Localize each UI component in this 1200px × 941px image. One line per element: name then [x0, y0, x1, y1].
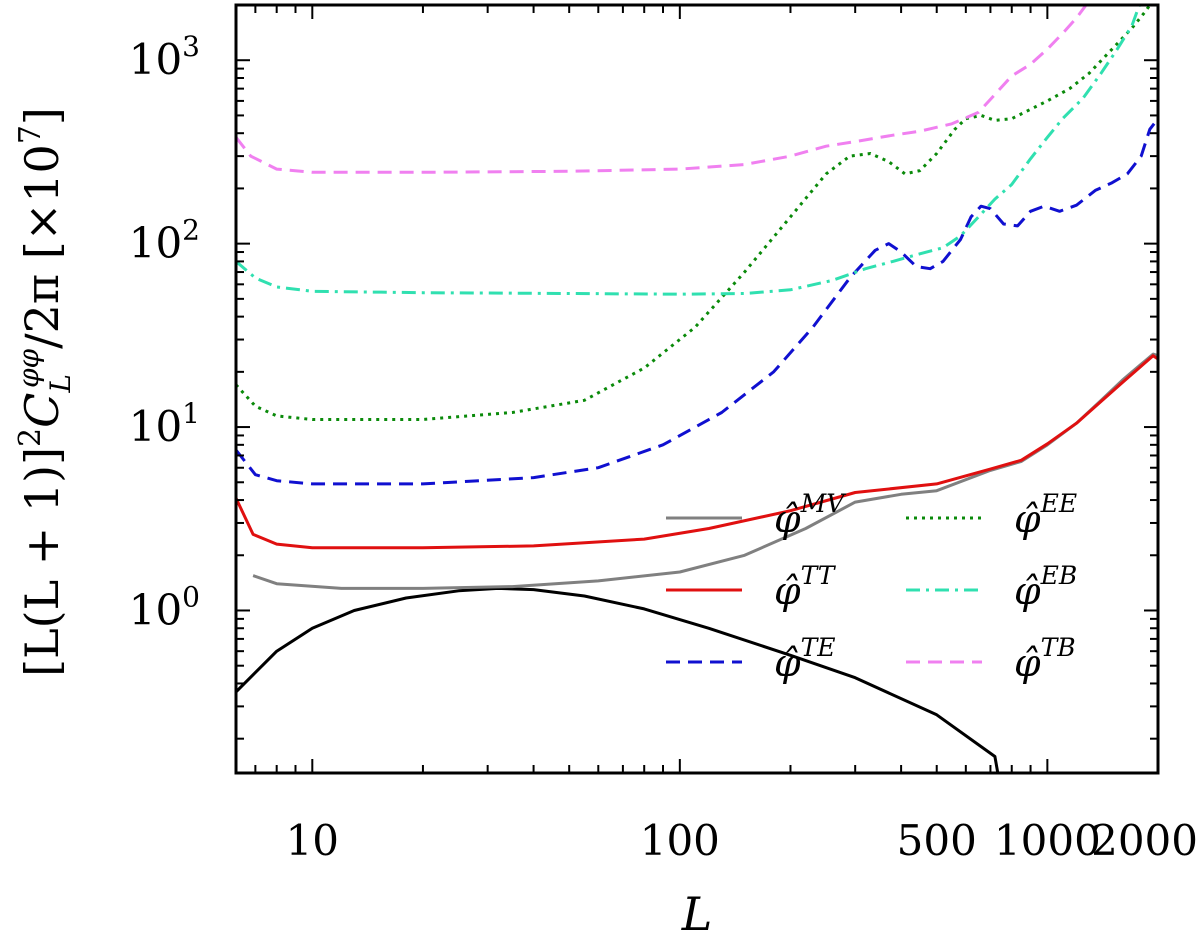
y-title-tail: /2π [×10: [15, 144, 69, 349]
series-line-phi-TB: [236, 5, 1087, 174]
x-tick-label: 100: [640, 816, 720, 865]
legend-label: φ̂EB: [1014, 561, 1077, 613]
y-title-c-sub: L: [44, 374, 77, 394]
x-tick-label: 500: [897, 816, 977, 865]
y-tick-label: 103: [129, 30, 200, 84]
y-title-c: C: [15, 393, 69, 428]
x-tick-label: 10: [286, 816, 339, 865]
legend-label: φ̂TT: [774, 561, 837, 613]
y-tick-label: 101: [129, 397, 200, 451]
y-title-exp: 7: [13, 125, 48, 144]
series-line-phi-TT: [236, 354, 1158, 550]
y-tick-label: 102: [129, 214, 200, 268]
x-tick-label: 2000: [1091, 816, 1198, 865]
series-line-phi-MV: [252, 352, 1158, 590]
x-tick-label: 1000: [994, 816, 1101, 865]
legend-item-phi-TT: φ̂TT: [666, 561, 837, 613]
legend-label: φ̂MV: [774, 489, 847, 541]
legend-item-phi-EB: φ̂EB: [906, 561, 1077, 613]
y-axis-title: [L(L + 1)]2CLφφ/2π [×107]: [12, 107, 77, 677]
y-title-sq: 2: [13, 428, 48, 447]
plot-series-layer: [236, 5, 1158, 773]
legend: φ̂MV φ̂TT φ̂TE φ̂EE φ̂EB φ̂TB: [666, 489, 1077, 685]
y-title-close: ]: [15, 107, 69, 125]
series-line-phi-EB: [236, 5, 1141, 296]
x-axis-title: L: [681, 887, 713, 941]
y-title-main: [L(L + 1)]: [15, 447, 69, 677]
legend-item-phi-TE: φ̂TE: [666, 633, 836, 685]
svg-text:[L(L + 1)]2CLφφ/2π [×107]: [L(L + 1)]2CLφφ/2π [×107]: [12, 107, 77, 677]
plot-frame: [234, 3, 1160, 775]
y-title-c-sup: φφ: [12, 348, 45, 388]
y-tick-label: 100: [129, 580, 200, 634]
series-line-phi-TE: [236, 117, 1158, 486]
axis-ticks: [236, 4, 1159, 773]
legend-label: φ̂TE: [774, 633, 836, 685]
legend-label: φ̂EE: [1014, 489, 1077, 541]
legend-item-phi-TB: φ̂TB: [906, 633, 1076, 685]
legend-label: φ̂TB: [1014, 633, 1076, 685]
legend-item-phi-MV: φ̂MV: [666, 489, 847, 541]
series-line-phi-EE: [236, 5, 1152, 421]
series-line-signal: [236, 586, 1000, 773]
legend-item-phi-EE: φ̂EE: [906, 489, 1077, 541]
